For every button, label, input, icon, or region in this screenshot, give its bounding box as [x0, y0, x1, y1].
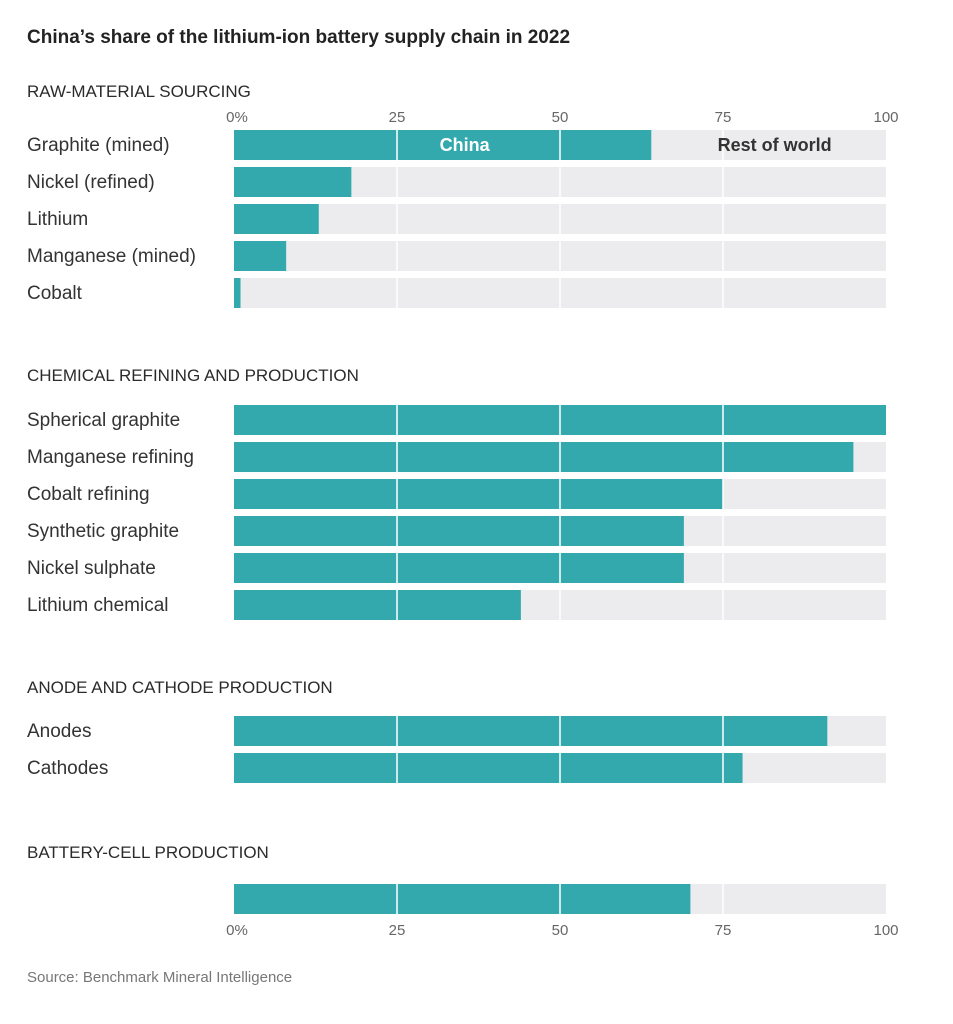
category-label: Cobalt [27, 283, 83, 304]
source-note: Source: Benchmark Mineral Intelligence [27, 969, 292, 986]
section-label: BATTERY-CELL PRODUCTION [27, 843, 269, 862]
bar-china [234, 753, 743, 783]
tick-label: 0% [226, 922, 248, 939]
bar-china [234, 167, 352, 197]
category-label: Synthetic graphite [27, 521, 179, 542]
tick-label: 75 [715, 922, 732, 939]
category-label: Graphite (mined) [27, 135, 170, 156]
bar-china [234, 442, 854, 472]
bar-china [234, 590, 521, 620]
category-label: Spherical graphite [27, 410, 180, 431]
category-label: Lithium chemical [27, 595, 169, 616]
tick-label: 50 [552, 922, 569, 939]
tick-label: 75 [715, 109, 732, 126]
bar-china [234, 278, 241, 308]
bar-china [234, 884, 691, 914]
bar-china [234, 204, 319, 234]
category-label: Cobalt refining [27, 484, 150, 505]
legend-china: China [440, 135, 491, 155]
bar-china [234, 241, 287, 271]
sections-layer: RAW-MATERIAL SOURCING CHEMICAL REFINING A… [27, 82, 359, 862]
category-label: Nickel (refined) [27, 172, 155, 193]
category-label: Anodes [27, 721, 91, 742]
gridlines [396, 130, 724, 914]
section-label: ANODE AND CATHODE PRODUCTION [27, 678, 333, 697]
bar-china [234, 516, 684, 546]
x-axis-ticks-bottom: 0% 25 50 75 100 [226, 922, 898, 939]
tick-label: 100 [873, 109, 898, 126]
bar-china [234, 130, 652, 160]
tick-label: 50 [552, 109, 569, 126]
section-label: RAW-MATERIAL SOURCING [27, 82, 251, 101]
category-label: Manganese (mined) [27, 246, 196, 267]
category-label: Nickel sulphate [27, 558, 156, 579]
tick-label: 25 [389, 922, 406, 939]
x-axis-ticks-top: 0% 25 50 75 100 [226, 109, 898, 126]
tick-label: 100 [873, 922, 898, 939]
chart-title: China’s share of the lithium-ion battery… [27, 27, 570, 48]
category-label: Cathodes [27, 758, 108, 779]
tick-label: 25 [389, 109, 406, 126]
category-labels: Graphite (mined) Nickel (refined) Lithium M… [27, 135, 196, 779]
bar-china [234, 479, 723, 509]
category-label: Lithium [27, 209, 88, 230]
tick-label: 0% [226, 109, 248, 126]
bar-china [234, 716, 828, 746]
legend: China Rest of world [440, 135, 832, 155]
bar-china [234, 553, 684, 583]
category-label: Manganese refining [27, 447, 194, 468]
legend-rest-of-world: Rest of world [718, 135, 832, 155]
section-label: CHEMICAL REFINING AND PRODUCTION [27, 366, 359, 385]
